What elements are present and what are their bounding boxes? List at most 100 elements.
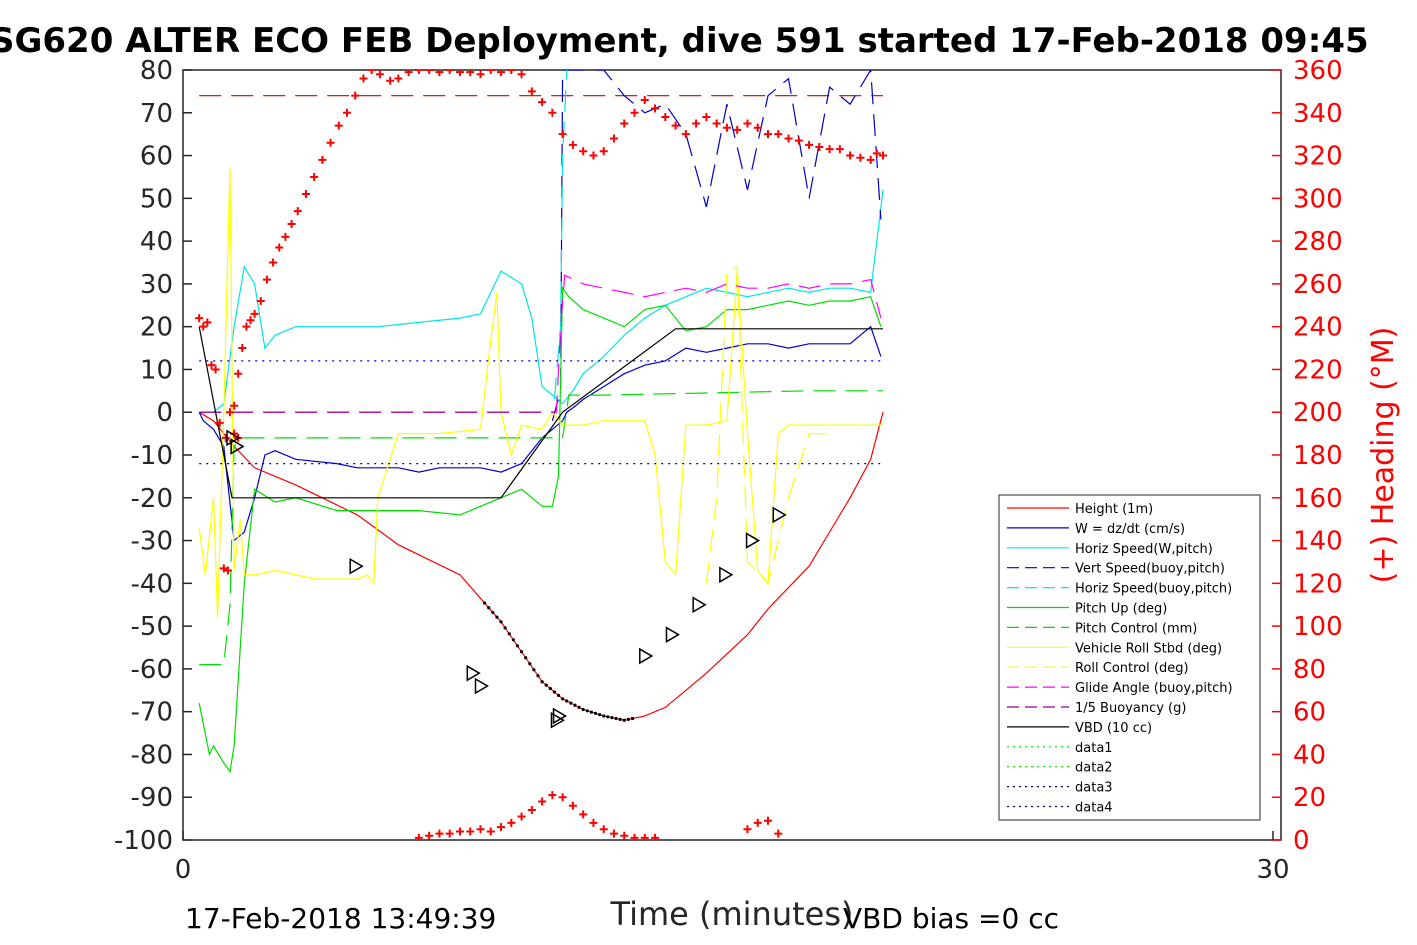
heading-point [394, 74, 403, 83]
heading-point [743, 119, 752, 128]
heading-point [455, 827, 464, 836]
gps-marker [550, 711, 565, 729]
heading-point [733, 125, 742, 134]
y-tick-label: -50 [131, 612, 173, 642]
heading-point [651, 104, 660, 113]
marker-layer [226, 429, 787, 729]
y2-tick-label: 100 [1293, 612, 1343, 642]
heading-point [256, 297, 265, 305]
heading-point [351, 91, 360, 100]
heading-point [872, 149, 881, 158]
sample-dot [573, 703, 577, 707]
y-tick-label: 0 [156, 398, 173, 428]
y2-tick-label: 60 [1293, 698, 1326, 728]
sample-dot [483, 601, 487, 605]
heading-point [301, 190, 310, 199]
y2-tick-label: 240 [1293, 313, 1343, 343]
heading-point [242, 322, 251, 331]
heading-point [211, 365, 220, 374]
heading-point [275, 243, 284, 252]
heading-point [507, 818, 516, 827]
heading-point [774, 829, 783, 838]
y-tick-label: -100 [114, 826, 173, 856]
heading-point [825, 145, 834, 154]
sample-dot [610, 716, 614, 720]
legend-label: data2 [1075, 761, 1113, 776]
heading-point [466, 827, 475, 836]
heading-point [609, 134, 618, 143]
heading-point [318, 155, 327, 164]
legend-label: Horiz Speed(W,pitch) [1075, 542, 1213, 557]
heading-point [435, 70, 444, 77]
heading-point [671, 121, 680, 130]
sample-dot [524, 656, 528, 660]
y-tick-label: -70 [131, 698, 173, 728]
sample-dot [487, 606, 491, 610]
y2-tick-label: 120 [1293, 569, 1343, 599]
heading-point [497, 70, 506, 77]
sample-dot [581, 707, 585, 712]
sample-dot [552, 690, 557, 694]
y2-tick-label: 340 [1293, 99, 1343, 129]
heading-point [199, 322, 208, 331]
series-line-roll-control-deg [705, 265, 830, 585]
heading-point [219, 564, 228, 573]
sample-dot [577, 705, 581, 709]
sample-dot [593, 711, 598, 715]
heading-point [359, 74, 368, 83]
y2-tick-label: 220 [1293, 355, 1343, 385]
legend-label: Glide Angle (buoy,pitch) [1075, 681, 1233, 696]
gps-marker [466, 664, 481, 682]
heading-point [425, 831, 434, 840]
sample-dot [528, 662, 532, 666]
heading-point [548, 108, 557, 117]
heading-point [207, 361, 216, 370]
chart-title: SG620 ALTER ECO FEB Deployment, dive 591… [0, 21, 1369, 61]
heading-point [527, 87, 536, 96]
gps-marker [719, 566, 734, 584]
sample-dot [511, 638, 515, 642]
heading-point [367, 70, 376, 74]
sample-dot [589, 710, 593, 714]
legend: Height (1m) W = dz/dt (cm/s) Horiz Speed(W… [998, 494, 1261, 821]
legend-label: Horiz Speed(buoy,pitch) [1075, 582, 1232, 597]
heading-point [445, 70, 454, 74]
sample-dot [495, 615, 499, 619]
heading-point [375, 70, 384, 79]
heading-point [517, 812, 526, 821]
heading-point [343, 108, 352, 117]
sample-dot [630, 716, 635, 721]
heading-point [579, 147, 588, 156]
y-tick-label: -10 [131, 441, 173, 471]
gps-marker [230, 438, 245, 455]
left-axis-ticks: 80 70 60 50 40 30 20 10 0 -10 -20 -30 -40 -50 -60 -70 -8… [114, 56, 192, 856]
heading-point [517, 70, 526, 79]
sample-dot [598, 713, 602, 717]
timestamp-label: 17-Feb-2018 13:49:39 [185, 902, 496, 935]
heading-point [866, 155, 875, 164]
heading-point [609, 829, 618, 838]
heading-point [630, 833, 639, 840]
heading-point [805, 140, 814, 149]
sample-dot [618, 717, 622, 721]
right-axis-label: (+) Heading (°M) [1366, 327, 1401, 584]
heading-point [815, 143, 824, 151]
gps-marker [665, 626, 680, 643]
heading-point [620, 119, 629, 128]
heading-point [250, 309, 259, 318]
heading-point [326, 138, 335, 147]
heading-point [203, 318, 212, 327]
heading-point [486, 827, 495, 836]
heading-point [404, 70, 413, 77]
heading-point [692, 119, 701, 128]
legend-label: Pitch Up (deg) [1075, 602, 1167, 617]
heading-point [856, 153, 865, 162]
heading-point [414, 70, 423, 74]
series-line-vbd-10-cc [198, 326, 883, 499]
heading-point [223, 566, 232, 575]
heading-point [784, 134, 793, 143]
x-axis-ticks: 0 30 [175, 831, 1290, 885]
sample-dot [606, 715, 610, 719]
legend-label: data1 [1075, 741, 1113, 756]
